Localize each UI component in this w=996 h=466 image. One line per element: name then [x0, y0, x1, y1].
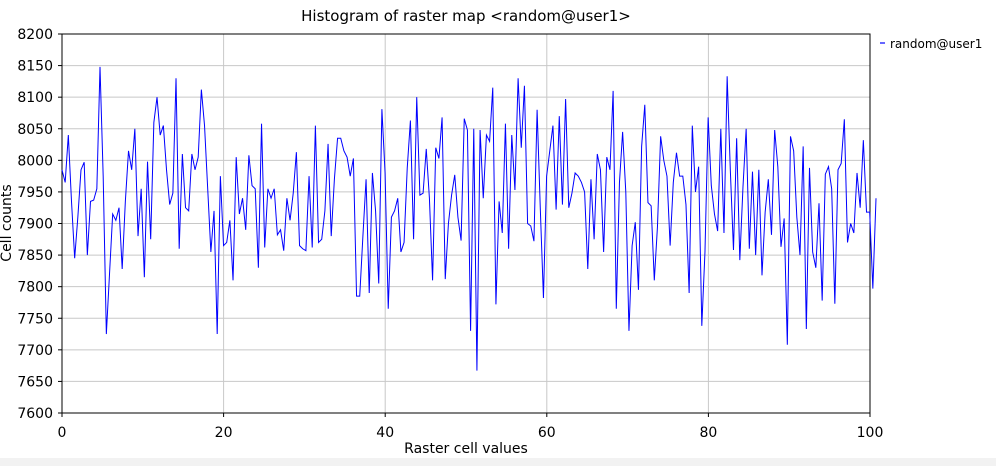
y-tick-label: 8100: [17, 90, 53, 106]
y-tick-label: 7950: [17, 185, 53, 201]
series-layer: [61, 66, 877, 371]
y-tick-label: 7600: [17, 406, 53, 422]
legend: random@user1: [880, 37, 982, 51]
series-line-random-user1: [61, 66, 877, 371]
axes: 7600 7650 7700 7750 7800 7850 7900 7950 8000 8050…: [17, 27, 883, 441]
chart-title: Histogram of raster map <random@user1>: [301, 7, 631, 25]
y-tick-label: 7900: [17, 217, 53, 233]
x-tick-label: 80: [699, 425, 717, 441]
y-tick-label: 7850: [17, 248, 53, 264]
x-axis-label: Raster cell values: [404, 441, 528, 457]
y-tick-label: 8000: [17, 153, 53, 169]
y-tick-label: 7700: [17, 343, 53, 359]
y-tick-label: 8150: [17, 59, 53, 75]
y-tick-label: 7750: [17, 311, 53, 327]
y-tick-label: 8200: [17, 27, 53, 43]
y-tick-label: 7800: [17, 280, 53, 296]
status-strip: [0, 458, 996, 466]
y-tick-label: 7650: [17, 374, 53, 390]
x-tick-label: 20: [215, 425, 233, 441]
x-tick-label: 100: [857, 425, 884, 441]
y-axis-label: Cell counts: [0, 184, 15, 261]
x-tick-label: 40: [376, 425, 394, 441]
y-tick-label: 8050: [17, 122, 53, 138]
x-tick-label: 0: [58, 425, 67, 441]
x-tick-label: 60: [538, 425, 556, 441]
legend-label: random@user1: [890, 37, 982, 51]
